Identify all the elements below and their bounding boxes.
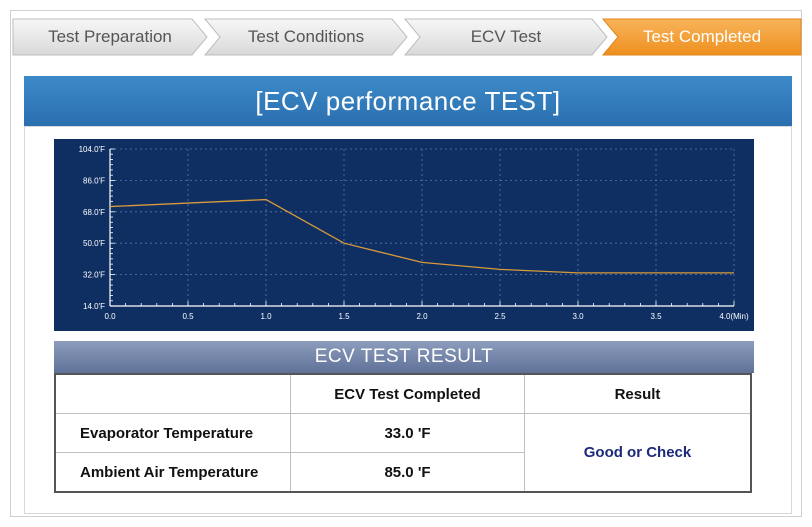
step-test-completed: Test Completed	[602, 18, 802, 56]
chart-svg: 0.0 0.5 1.0 1.5 2.0 2.5 3.0 3.5 4.0(Min) 14.0'F 32…	[79, 145, 749, 321]
y-tick-label: 86.0'F	[83, 176, 105, 185]
x-tick-label: 2.5	[494, 312, 506, 321]
step-label: Test Conditions	[247, 27, 365, 46]
header-ecv-test-completed: ECV Test Completed	[290, 373, 525, 414]
header-empty	[54, 373, 291, 414]
step-label: Test Completed	[642, 27, 762, 46]
progress-steps: Test Preparation Test Conditions ECV Tes…	[12, 10, 802, 64]
step-test-conditions: Test Conditions	[204, 18, 408, 56]
header-result: Result	[524, 373, 752, 414]
x-tick-label: 3.5	[650, 312, 662, 321]
table-row: Ambient Air Temperature 85.0 'F	[54, 452, 751, 493]
table-header-row: ECV Test Completed Result	[54, 373, 752, 414]
row-name: Evaporator Temperature	[54, 413, 291, 453]
step-arrow-shape	[602, 18, 802, 56]
step-arrow-shape	[404, 18, 608, 56]
result-table: ECV Test Completed Result Evaporator Tem…	[54, 373, 752, 493]
row-name: Ambient Air Temperature	[54, 452, 291, 493]
x-tick-label: 0.5	[182, 312, 194, 321]
x-tick-label: 4.0(Min)	[719, 312, 749, 321]
temperature-chart: 0.0 0.5 1.0 1.5 2.0 2.5 3.0 3.5 4.0(Min) 14.0'F 32…	[54, 139, 754, 331]
x-tick-label: 1.0	[260, 312, 272, 321]
step-label: ECV Test	[470, 27, 542, 46]
x-tick-label: 0.0	[104, 312, 116, 321]
result-title: ECV TEST RESULT	[54, 341, 754, 373]
y-tick-label: 50.0'F	[83, 239, 105, 248]
y-tick-label: 14.0'F	[83, 302, 105, 311]
step-label: Test Preparation	[48, 27, 172, 46]
y-tick-label: 104.0'F	[79, 145, 106, 154]
table-row: Evaporator Temperature 33.0 'F Good or C…	[54, 413, 752, 493]
result-value: Good or Check	[524, 413, 752, 493]
x-tick-label: 3.0	[572, 312, 584, 321]
step-ecv-test: ECV Test	[404, 18, 608, 56]
step-arrow-shape	[12, 18, 208, 56]
y-tick-label: 68.0'F	[83, 208, 105, 217]
step-arrow-shape	[204, 18, 408, 56]
row-value: 85.0 'F	[290, 452, 525, 493]
y-tick-label: 32.0'F	[83, 271, 105, 280]
row-value: 33.0 'F	[290, 413, 525, 453]
x-tick-label: 2.0	[416, 312, 428, 321]
x-tick-label: 1.5	[338, 312, 350, 321]
panel-title: [ECV performance TEST]	[24, 76, 792, 126]
step-test-preparation: Test Preparation	[12, 18, 208, 56]
